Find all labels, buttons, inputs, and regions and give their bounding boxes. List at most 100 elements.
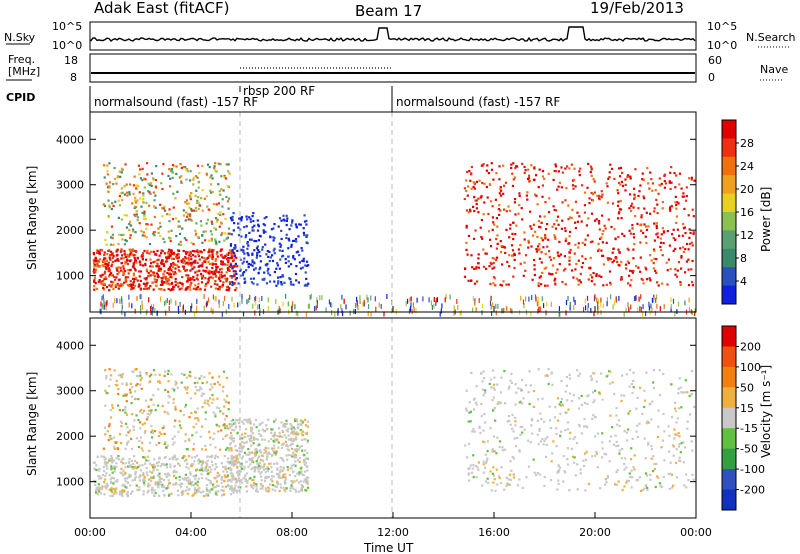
scatter-cell (667, 425, 670, 428)
scatter-cell (235, 287, 238, 290)
scatter-cell (120, 467, 123, 470)
scatter-cell (240, 447, 243, 450)
scatter-cell (611, 202, 615, 205)
scatter-cell (478, 298, 480, 303)
scatter-cell (486, 457, 489, 460)
scatter-cell (475, 202, 478, 206)
scatter-cell (290, 304, 292, 310)
scatter-cell (231, 275, 235, 278)
scatter-cell (166, 213, 169, 216)
scatter-cell (572, 187, 575, 190)
scatter-cell (290, 224, 293, 227)
scatter-cell (103, 164, 106, 167)
scatter-cell (100, 282, 103, 286)
scatter-cell (123, 185, 126, 188)
scatter-cell (527, 465, 531, 468)
scatter-cell (499, 188, 502, 191)
colorbar-tick-label: -15 (740, 422, 758, 435)
scatter-cell (205, 302, 207, 308)
scatter-cell (540, 251, 543, 254)
scatter-cell (492, 178, 495, 181)
scatter-cell (252, 303, 254, 309)
scatter-cell (158, 456, 161, 459)
scatter-cell (191, 267, 194, 271)
scatter-cell (537, 219, 540, 223)
scatter-cell (295, 310, 297, 316)
scatter-cell (230, 438, 233, 441)
scatter-cell (103, 426, 106, 429)
scatter-cell (222, 385, 225, 388)
scatter-cell (103, 284, 106, 287)
scatter-cell (265, 216, 268, 219)
scatter-cell (518, 449, 521, 452)
scatter-cell (640, 489, 643, 492)
scatter-cell (602, 303, 604, 309)
scatter-cell (487, 212, 490, 216)
scatter-cell (119, 175, 122, 178)
scatter-cell (150, 464, 154, 467)
scatter-cell (290, 454, 293, 457)
scatter-cell (249, 463, 252, 466)
scatter-cell (682, 227, 685, 230)
scatter-cell (241, 481, 244, 484)
scatter-cell (187, 455, 191, 458)
scatter-cell (505, 283, 508, 286)
scatter-cell (617, 480, 620, 483)
scatter-cell (256, 254, 259, 257)
scatter-cell (189, 269, 192, 272)
scatter-cell (226, 480, 229, 483)
colorbar-tick-label: 100 (740, 361, 761, 374)
scatter-cell (474, 401, 477, 404)
scatter-cell (648, 187, 651, 190)
scatter-cell (145, 373, 148, 376)
scatter-cell (585, 450, 588, 453)
scatter-cell (537, 443, 540, 446)
scatter-cell (612, 259, 616, 262)
scatter-cell (211, 263, 214, 266)
scatter-cell (540, 261, 543, 264)
scatter-cell (148, 381, 151, 384)
scatter-cell (558, 311, 560, 317)
scatter-cell (243, 257, 246, 260)
scatter-cell (93, 468, 96, 471)
scatter-cell (234, 270, 237, 273)
scatter-cell (108, 249, 111, 252)
scatter-cell (279, 468, 282, 471)
scatter-cell (194, 385, 197, 388)
scatter-cell (465, 209, 469, 212)
scatter-cell (265, 489, 268, 492)
scatter-cell (576, 220, 579, 223)
scatter-cell (303, 458, 307, 461)
scatter-cell (554, 227, 558, 230)
scatter-cell (647, 225, 650, 228)
scatter-cell (157, 388, 160, 391)
scatter-cell (189, 252, 192, 255)
scatter-cell (623, 394, 626, 397)
scatter-cell (259, 467, 262, 470)
scatter-cell (631, 227, 634, 230)
scatter-cell (229, 466, 232, 469)
scatter-cell (232, 478, 235, 481)
scatter-cell (205, 222, 208, 225)
scatter-cell (295, 251, 298, 254)
scatter-cell (578, 279, 581, 282)
scatter-cell (163, 275, 166, 278)
scatter-cell (152, 288, 155, 291)
scatter-cell (276, 264, 279, 267)
scatter-cell (356, 296, 358, 302)
scatter-cell (304, 463, 307, 466)
scatter-cell (598, 220, 601, 223)
scatter-cell (227, 485, 230, 488)
scatter-cell (176, 282, 179, 285)
scatter-cell (148, 183, 151, 187)
scatter-cell (482, 460, 485, 463)
scatter-cell (266, 469, 269, 473)
scatter-cell (466, 194, 469, 197)
scatter-cell (266, 452, 269, 455)
scatter-cell (480, 415, 483, 418)
scatter-cell (294, 223, 297, 226)
scatter-cell (247, 453, 250, 456)
scatter-cell (153, 278, 156, 281)
colorbar-swatch (722, 248, 736, 268)
scatter-cell (640, 306, 643, 312)
